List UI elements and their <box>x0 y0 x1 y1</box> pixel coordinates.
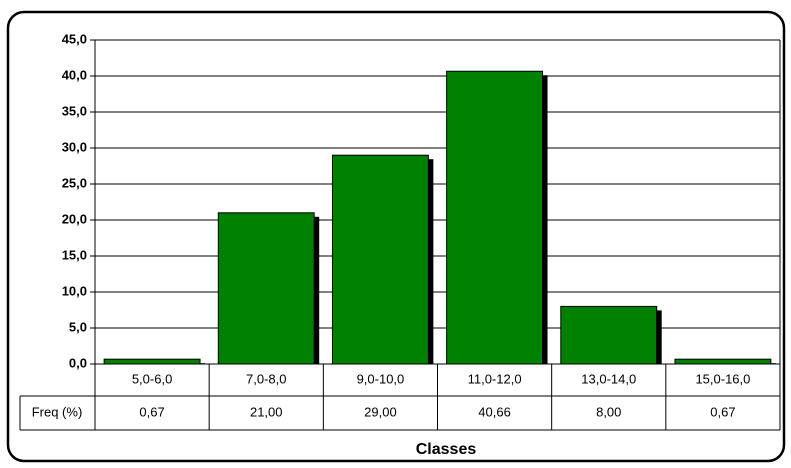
data-label: 8,00 <box>596 404 621 419</box>
legend-entry: Freq (%) <box>32 404 83 419</box>
bar <box>103 358 201 365</box>
data-label: 29,00 <box>364 404 397 419</box>
bar <box>674 358 772 365</box>
x-tick-label: 15,0-16,0 <box>695 371 750 386</box>
y-tick-label: 40,0 <box>62 67 87 82</box>
data-label: 21,00 <box>250 404 283 419</box>
y-tick-label: 15,0 <box>62 247 87 262</box>
y-tick-label: 5,0 <box>69 319 87 334</box>
x-tick-label: 11,0-12,0 <box>468 371 522 386</box>
y-tick-label: 30,0 <box>62 139 87 154</box>
y-tick-label: 25,0 <box>62 175 87 190</box>
data-label: 40,66 <box>478 404 511 419</box>
bar <box>560 305 658 365</box>
x-axis-title: Classes <box>416 441 477 458</box>
y-tick-label: 35,0 <box>62 103 87 118</box>
y-tick-label: 20,0 <box>62 211 87 226</box>
x-tick-label: 5,0-6,0 <box>132 371 172 386</box>
data-label: 0,67 <box>710 404 735 419</box>
y-tick-label: 10,0 <box>62 283 87 298</box>
x-tick-label: 13,0-14,0 <box>581 371 636 386</box>
y-tick-label: 45,0 <box>62 31 87 46</box>
x-tick-label: 7,0-8,0 <box>246 371 286 386</box>
bar <box>217 212 315 365</box>
data-label: 0,67 <box>139 404 164 419</box>
bar <box>446 70 544 365</box>
bar <box>331 154 429 365</box>
x-tick-label: 9,0-10,0 <box>357 371 405 386</box>
y-tick-label: 0,0 <box>69 355 87 370</box>
